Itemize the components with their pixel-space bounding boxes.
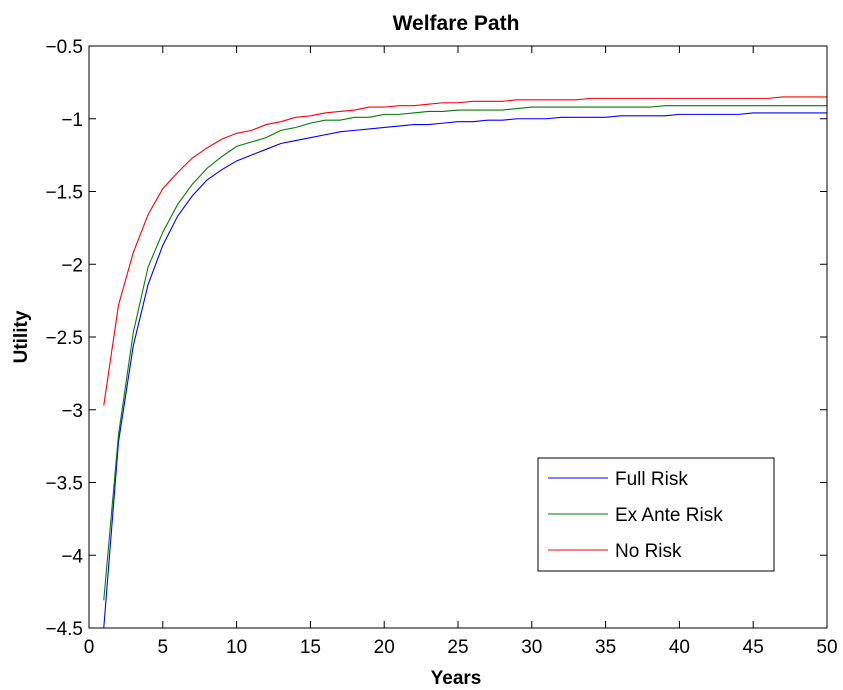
series-line-0 xyxy=(103,112,827,629)
y-tick-label: −3 xyxy=(61,401,83,422)
x-tick-label: 40 xyxy=(669,637,690,658)
x-tick-label: 45 xyxy=(743,637,764,658)
x-tick-label: 25 xyxy=(447,637,468,658)
series-layer xyxy=(103,96,827,629)
x-tick-label: 0 xyxy=(84,637,95,658)
y-tick-label: −3.5 xyxy=(45,474,83,495)
y-axis-label: Utility xyxy=(11,310,32,363)
plot-frame xyxy=(88,45,828,629)
x-axis-label: Years xyxy=(431,668,482,689)
series-line-2 xyxy=(103,96,827,406)
y-tick-label: −1 xyxy=(61,110,83,131)
y-tick-label: −4.5 xyxy=(45,619,83,640)
y-tick-label: −1.5 xyxy=(45,183,83,204)
ticks-layer: 0 5 10 15 20 25 30 35 40 45 50 −4.5 −4 −3.5 −3 −2.5 −2 −1… xyxy=(45,37,837,658)
legend-label: Ex Ante Risk xyxy=(615,505,723,526)
series-line-1 xyxy=(103,105,827,601)
x-tick-label: 20 xyxy=(374,637,395,658)
legend-label: Full Risk xyxy=(615,469,688,490)
x-tick-label: 5 xyxy=(158,637,169,658)
legend: Full Risk Ex Ante Risk No Risk xyxy=(537,457,775,572)
y-tick-label: −2 xyxy=(61,255,83,276)
legend-label: No Risk xyxy=(615,541,682,562)
chart-title: Welfare Path xyxy=(393,12,520,35)
x-tick-label: 35 xyxy=(595,637,616,658)
x-tick-label: 30 xyxy=(521,637,542,658)
x-tick-label: 50 xyxy=(816,637,837,658)
y-tick-label: −4 xyxy=(61,546,83,567)
x-tick-label: 10 xyxy=(226,637,247,658)
y-tick-label: −2.5 xyxy=(45,328,83,349)
x-tick-label: 15 xyxy=(300,637,321,658)
y-tick-label: −0.5 xyxy=(45,37,83,58)
